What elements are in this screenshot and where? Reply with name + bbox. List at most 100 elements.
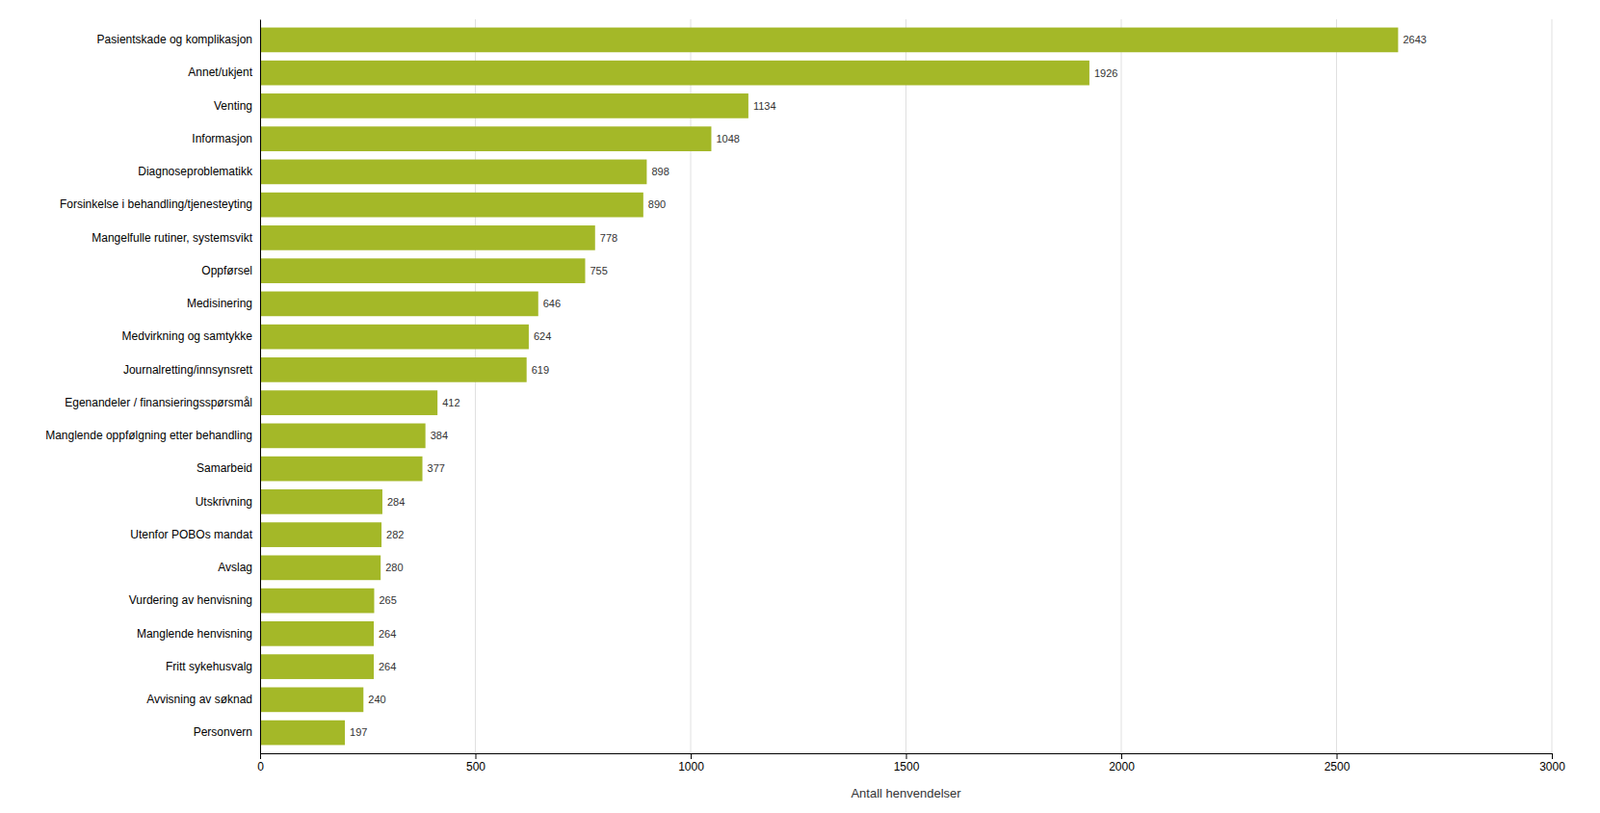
bar: [260, 126, 711, 152]
x-tick-label: 2500: [1324, 760, 1351, 774]
bar: [260, 489, 383, 515]
data-label: 898: [651, 165, 669, 178]
y-tick-label: Mangelfulle rutiner, systemsvikt: [91, 231, 253, 245]
data-label: 240: [367, 693, 386, 706]
bar: [260, 456, 423, 482]
y-tick-label: Manglende oppfølgning etter behandling: [45, 428, 253, 443]
y-tick-label: Samarbeid: [196, 461, 253, 475]
y-tick: Utskrivning: [195, 495, 261, 509]
x-tick-label: 1000: [678, 760, 705, 774]
bar: [260, 588, 374, 614]
y-tick: Samarbeid: [196, 461, 261, 475]
y-tick-label: Diagnoseproblematikk: [137, 164, 254, 179]
bar: [260, 324, 529, 350]
data-label: 282: [386, 528, 404, 541]
y-tick-label: Medisinering: [186, 296, 253, 311]
data-label: 646: [543, 297, 561, 310]
grid-line: [1121, 19, 1123, 754]
y-tick-label: Pasientskade og komplikasjon: [97, 32, 253, 47]
y-tick: Journalretting/innsynsrett: [123, 363, 261, 377]
x-tick-mark: [1121, 753, 1123, 760]
grid-line: [1336, 19, 1338, 754]
y-tick: Manglende oppfølgning etter behandling: [45, 428, 261, 443]
x-tick: 1500: [893, 753, 920, 774]
data-label: 1926: [1094, 67, 1118, 79]
y-tick: Egenandeler / finansieringsspørsmål: [64, 395, 261, 410]
data-label: 1048: [715, 132, 739, 145]
y-tick: Mangelfulle rutiner, systemsvikt: [91, 231, 261, 245]
grid-line: [905, 19, 907, 754]
y-tick: Vurdering av henvisning: [129, 593, 261, 607]
y-tick-label: Medvirkning og samtykke: [122, 329, 254, 343]
y-tick-label: Avvisning av søknad: [146, 692, 253, 707]
y-tick-label: Forsinkelse i behandling/tjenesteyting: [59, 197, 253, 211]
data-label: 755: [589, 264, 607, 277]
data-label: 1134: [753, 100, 777, 112]
y-tick-label: Utskrivning: [195, 495, 253, 509]
x-tick-label: 3000: [1539, 760, 1566, 774]
y-tick-label: Egenandeler / finansieringsspørsmål: [64, 395, 253, 410]
y-tick: Annet/ukjent: [187, 65, 261, 79]
y-tick-label: Fritt sykehusvalg: [165, 659, 253, 674]
x-tick-mark: [906, 753, 908, 760]
x-tick-label: 500: [466, 760, 486, 774]
y-tick: Avslag: [217, 560, 261, 575]
bar: [260, 390, 438, 416]
x-axis-line: [261, 754, 1553, 761]
x-axis: 050010001500200025003000: [257, 753, 1566, 774]
y-tick: Forsinkelse i behandling/tjenesteyting: [59, 197, 261, 211]
data-label: 197: [349, 726, 368, 738]
x-tick: 2500: [1324, 753, 1351, 774]
bars: [260, 27, 1398, 746]
x-tick-mark: [1337, 753, 1338, 760]
y-tick-label: Annet/ukjent: [187, 65, 253, 79]
bar: [260, 555, 381, 581]
y-tick-label: Avslag: [217, 560, 253, 575]
bar: [260, 423, 426, 449]
bar: [260, 291, 539, 317]
x-tick: 500: [466, 753, 486, 774]
data-label: 384: [430, 429, 448, 442]
x-tick: 3000: [1539, 753, 1566, 774]
y-tick: Manglende henvisning: [136, 627, 261, 641]
y-tick: Diagnoseproblematikk: [137, 164, 261, 179]
y-tick-label: Journalretting/innsynsrett: [123, 363, 254, 377]
bar: [260, 93, 749, 119]
data-label: 280: [385, 561, 403, 574]
y-tick-label: Informasjon: [191, 131, 253, 146]
x-tick: 2000: [1108, 753, 1135, 774]
x-tick-mark: [1551, 753, 1553, 760]
data-label: 619: [531, 364, 550, 376]
bar: [260, 159, 647, 185]
y-axis: Personvern Avvisning av søknad Fritt sykeh…: [45, 20, 261, 755]
bar: [260, 258, 585, 284]
bar: [260, 357, 527, 383]
data-labels: 1972402642642652802822843773844126196246…: [349, 33, 1427, 738]
y-tick-label: Personvern: [193, 725, 253, 739]
x-tick: 1000: [678, 753, 705, 774]
y-tick-label: Venting: [213, 99, 253, 113]
y-tick-label: Vurdering av henvisning: [129, 593, 253, 607]
grid-line: [1551, 19, 1553, 754]
y-tick: Fritt sykehusvalg: [165, 659, 261, 674]
y-tick: Oppførsel: [201, 263, 261, 278]
y-tick-label: Manglende henvisning: [136, 627, 253, 641]
data-label: 412: [442, 396, 460, 409]
bar: [260, 687, 364, 713]
data-label: 264: [378, 628, 396, 640]
data-label: 265: [378, 594, 396, 606]
plot: 1972402642642652802822843773844126196246…: [45, 19, 1566, 774]
grid: [260, 19, 1552, 754]
data-label: 377: [427, 462, 446, 474]
y-tick: Informasjon: [191, 131, 261, 146]
x-axis-title: Antall henvendelser: [850, 786, 962, 801]
y-tick: Medvirkning og samtykke: [122, 329, 261, 343]
bar: [260, 621, 374, 647]
data-label: 2643: [1402, 33, 1426, 46]
y-tick-label: Oppførsel: [201, 263, 253, 278]
y-tick: Personvern: [193, 725, 261, 739]
bar: [260, 522, 382, 548]
y-tick: Avvisning av søknad: [146, 692, 261, 707]
y-tick: Utenfor POBOs mandat: [130, 527, 261, 542]
chart: 1972402642642652802822843773844126196246…: [0, 0, 1600, 813]
